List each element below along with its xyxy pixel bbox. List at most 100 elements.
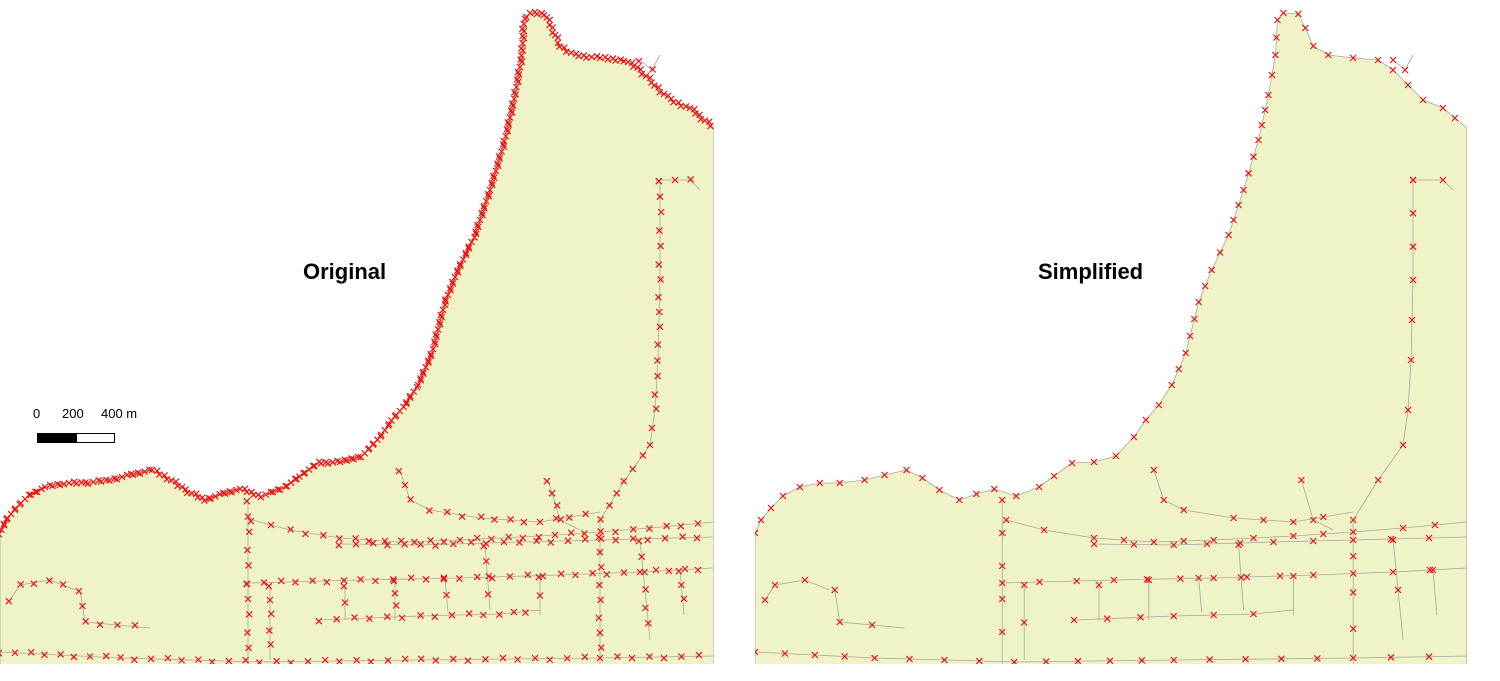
vertex-marker [425,359,432,366]
vertex-marker [340,582,348,590]
vertex-marker [291,578,299,586]
vertex-marker [1142,416,1150,424]
vertex-marker [677,581,685,589]
vertex-marker [1349,570,1357,577]
vertex-marker [425,507,433,515]
vertex-marker [315,617,323,625]
vertex-marker [317,460,325,467]
vertex-marker [245,644,253,652]
vertex-marker [612,536,620,544]
vertex-marker [1010,658,1018,664]
road-line-simplified [1002,567,1467,584]
vertex-marker [1404,81,1412,89]
vertex-marker [319,531,327,539]
vertex-marker [1294,10,1302,18]
vertex-marker [127,470,135,478]
vertex-marker [495,153,503,161]
vertex-marker [431,340,439,348]
vertex-marker [453,267,461,275]
vertex-marker [701,117,709,124]
vertex-marker [520,518,528,526]
vertex-marker [243,497,251,505]
vertex-marker [25,491,33,499]
vertex-marker [72,480,80,488]
vertex-marker [1272,51,1279,59]
vertex-marker [641,568,648,576]
land-area-simplified [755,12,1467,664]
vertex-marker [427,536,435,544]
vertex-marker [697,115,705,123]
vertex-marker [226,487,234,495]
vertex-marker [1409,243,1417,251]
vertex-marker [522,609,529,616]
vertex-marker [1180,506,1188,514]
vertex-marker [353,656,361,664]
vertex-marker [539,572,547,580]
vertex-marker [417,655,425,663]
vertex-marker [1297,476,1305,484]
map-title-simplified: Simplified [1038,259,1144,284]
vertex-marker [1230,514,1237,522]
vertex-marker [485,572,493,580]
vertex-marker [504,119,512,126]
vertex-marker [1349,654,1357,662]
vertex-marker [554,39,562,47]
vertex-marker [27,648,35,656]
vertex-marker [482,557,490,565]
vertex-marker [243,629,251,637]
vertex-marker [519,32,526,40]
vertex-marker [265,627,273,635]
vertex-marker [1289,532,1297,540]
vertex-marker [502,132,510,140]
vertex-marker [515,539,523,547]
vertex-marker [432,331,440,339]
vertex-marker [244,595,252,603]
vertex-marker [597,644,605,652]
vertex-marker [255,659,263,664]
vertex-marker [1235,201,1242,209]
vertex-marker [553,502,561,509]
vertex-marker [575,52,582,60]
vertex-marker [477,513,485,521]
vertex-marker [245,561,253,569]
vertex-marker [620,477,628,485]
vertex-marker [401,481,409,489]
vertex-marker [1258,121,1266,129]
vertex-marker [1195,298,1203,306]
road-line-simplified [1432,569,1438,616]
vertex-marker [1170,656,1178,664]
vertex-marker [1110,576,1118,584]
vertex-marker [443,591,450,599]
vertex-marker [657,275,665,283]
vertex-marker [367,658,375,664]
vertex-marker [1130,541,1138,548]
vertex-marker [1425,653,1433,661]
vertex-marker [172,478,180,486]
vertex-marker [486,186,494,194]
vertex-marker [520,20,528,28]
vertex-marker [480,542,488,550]
vertex-marker [998,496,1006,504]
vertex-marker [513,76,521,84]
vertex-marker [1289,518,1297,526]
vertex-marker [1036,578,1043,586]
vertex-marker [564,537,572,545]
vertex-marker [655,227,663,235]
vertex-marker [650,82,658,90]
vertex-marker [1349,54,1357,62]
vertex-marker [755,529,759,537]
vertex-marker [1112,452,1120,460]
vertex-marker [182,485,190,493]
vertex-marker [648,424,656,432]
vertex-marker [488,574,496,582]
vertex-marker [65,479,73,487]
vertex-marker [146,466,153,474]
vertex-marker [510,608,518,616]
vertex-marker [1176,575,1184,583]
vertex-marker [514,68,522,76]
vertex-marker [401,540,409,548]
vertex-marker [509,102,517,110]
vertex-marker [1237,574,1245,581]
vertex-marker [680,595,688,603]
road-line-original [399,469,601,523]
